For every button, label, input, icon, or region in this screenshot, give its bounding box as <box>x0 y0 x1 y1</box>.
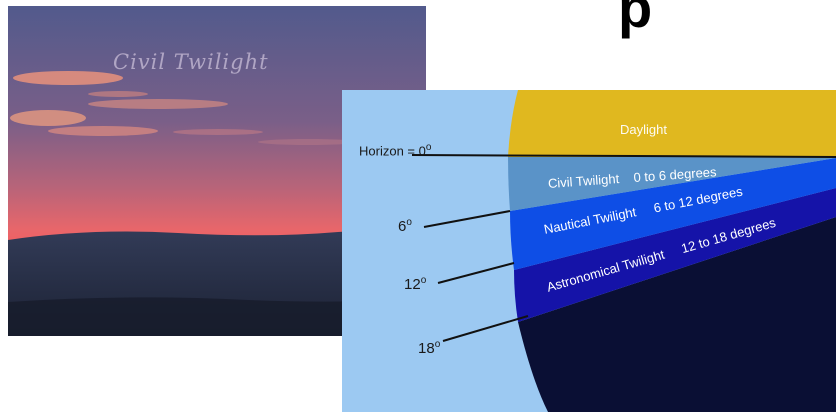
twilight-diagram-graphic <box>342 90 836 412</box>
eighteen-degree-symbol: o <box>434 339 441 350</box>
twilight-diagram: Daylight Civil Twilight 0 to 6 degrees N… <box>342 90 836 412</box>
photo-caption: Civil Twilight <box>113 50 269 74</box>
twelve-degree-line <box>437 262 515 284</box>
six-degree-label: 6o <box>398 217 412 235</box>
six-degree-line <box>423 210 511 228</box>
nautical-band <box>510 158 836 270</box>
night-band <box>518 217 836 412</box>
daylight-band <box>508 90 836 157</box>
twelve-degree-label: 12o <box>404 275 426 293</box>
horizon-label-text: Horizon = 0 <box>359 143 426 159</box>
horizon-degree-symbol: o <box>425 142 432 153</box>
eighteen-degree-line <box>442 315 529 342</box>
eighteen-degree-value: 18 <box>418 340 435 357</box>
six-degree-value: 6 <box>398 218 407 235</box>
horizon-label: Horizon = 0o <box>359 142 431 158</box>
eighteen-degree-label: 18o <box>418 339 440 357</box>
civil-band <box>508 157 836 211</box>
twelve-degree-symbol: o <box>420 275 427 286</box>
twelve-degree-value: 12 <box>404 276 421 293</box>
header-fragment: p <box>618 0 653 39</box>
horizon-line <box>411 154 836 158</box>
six-degree-symbol: o <box>406 217 412 228</box>
astronomical-band <box>514 188 836 322</box>
daylight-label: Daylight <box>620 122 667 137</box>
